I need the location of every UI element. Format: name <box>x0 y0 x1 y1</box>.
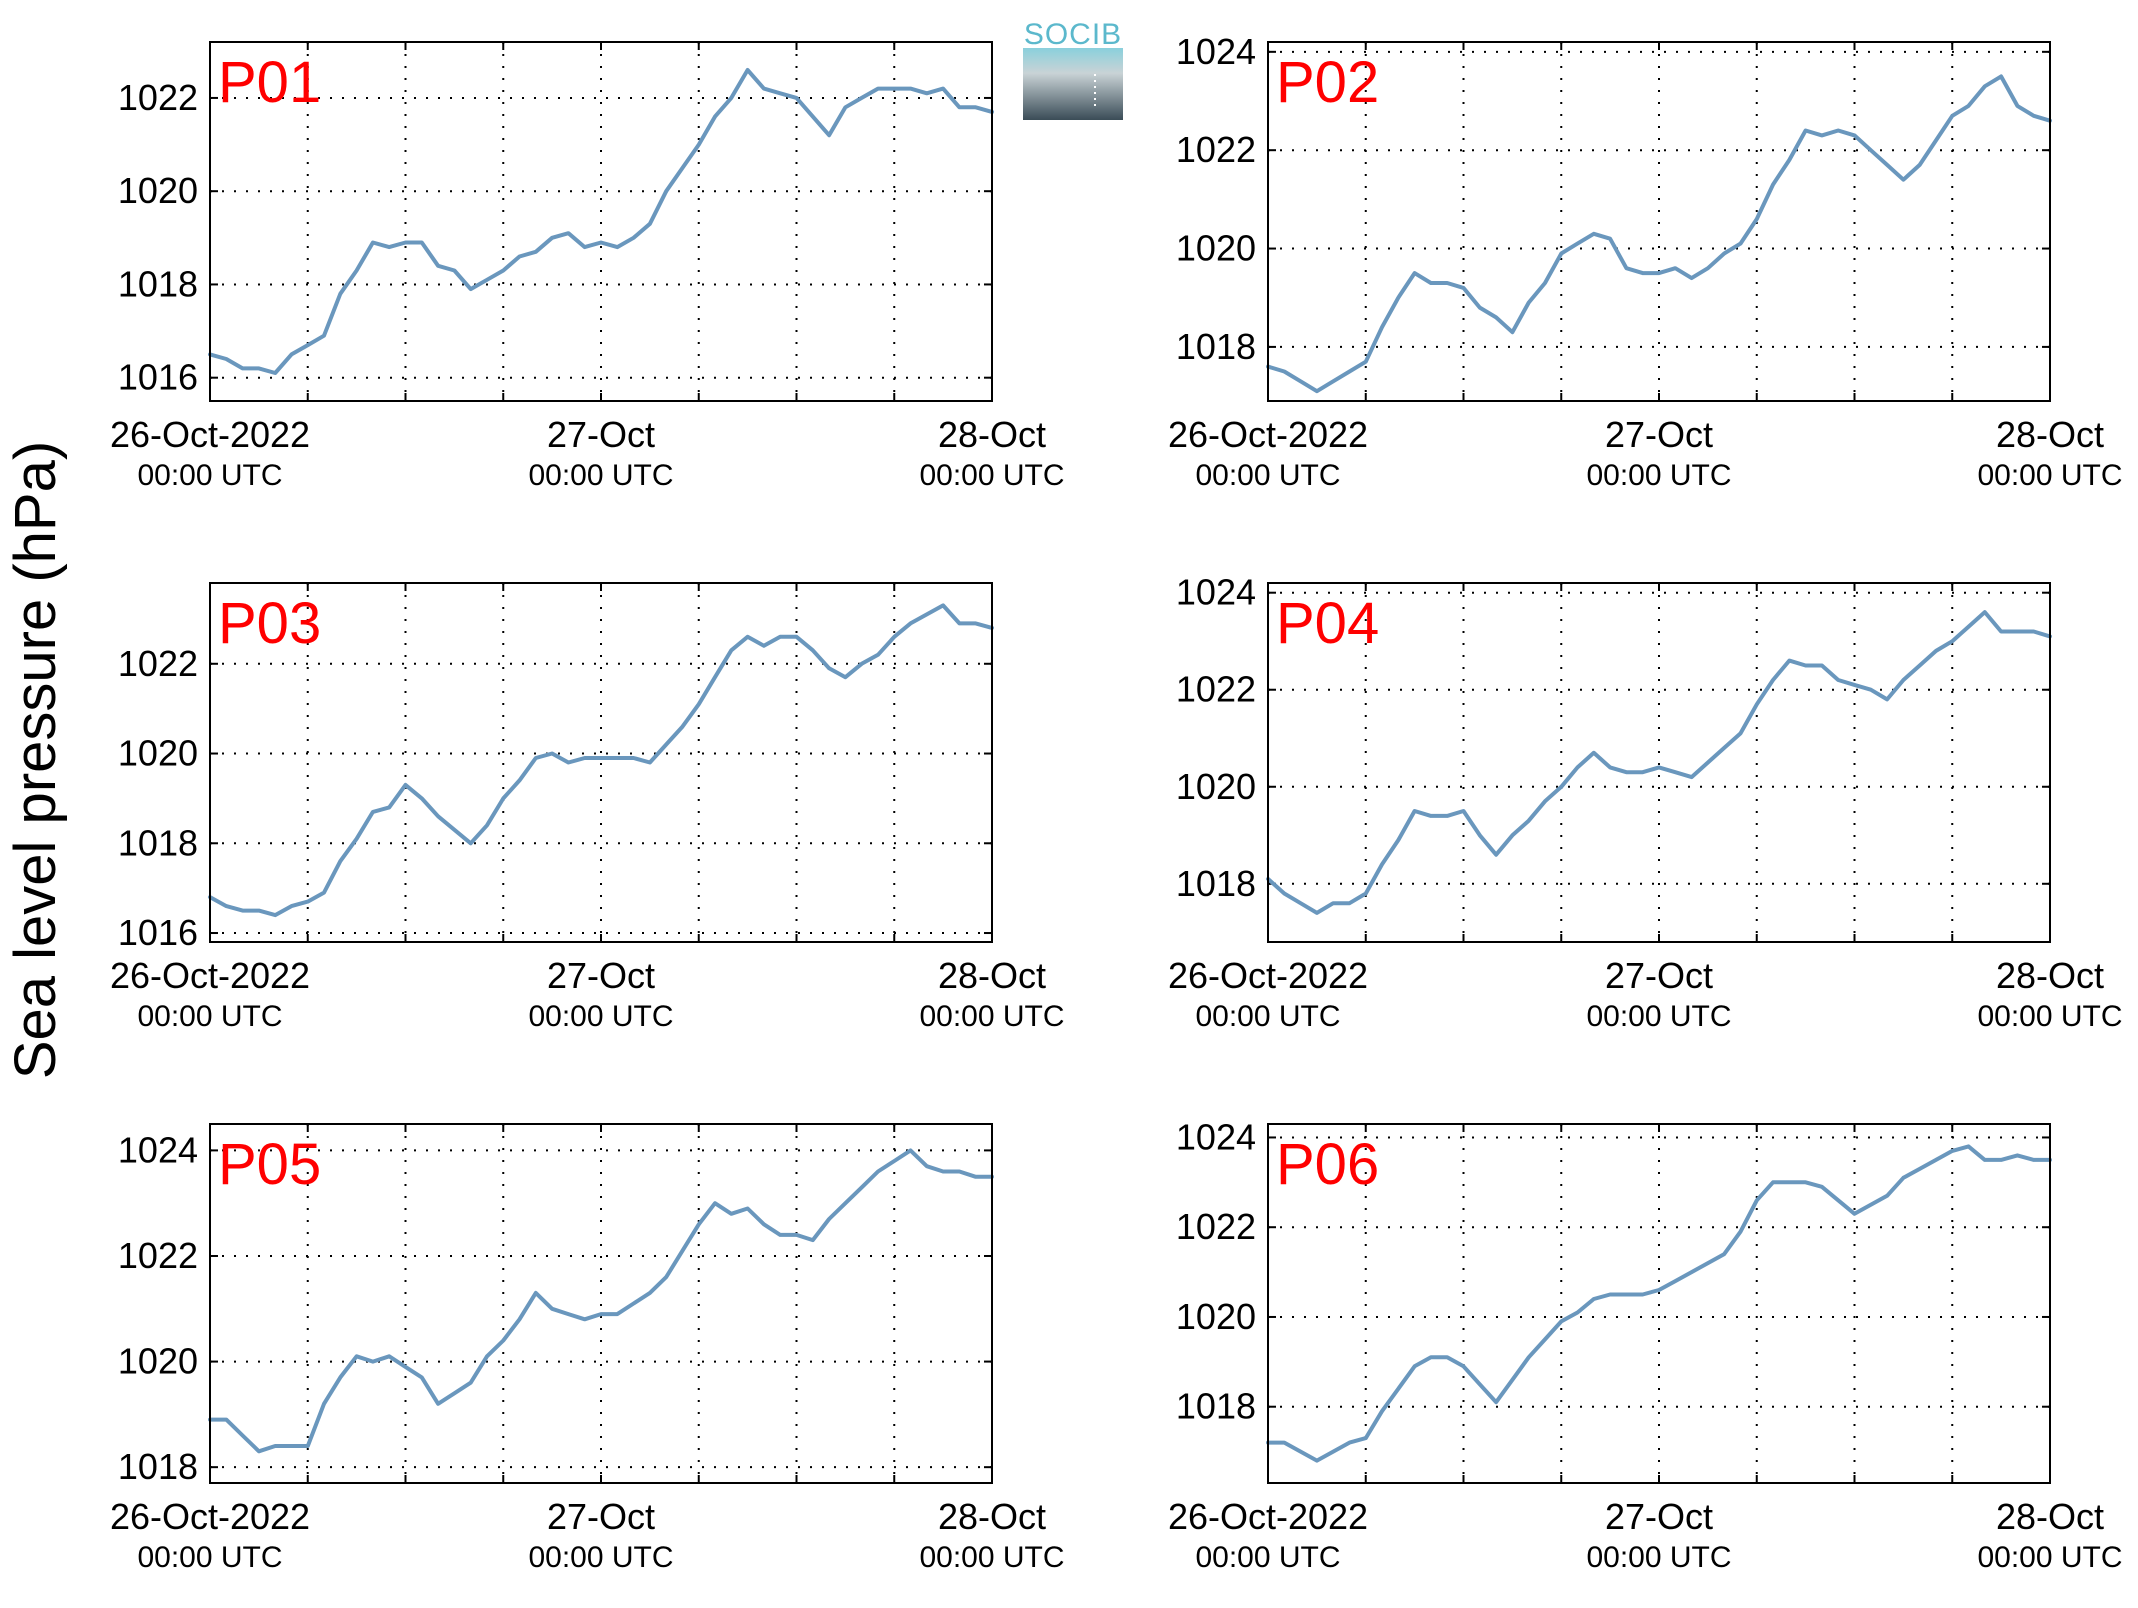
x-tick-label-time: 00:00 UTC <box>137 1541 282 1574</box>
x-tick-label-date: 27-Oct <box>1605 1496 1713 1537</box>
y-tick-label: 1024 <box>118 1129 198 1170</box>
y-tick-label: 1022 <box>118 643 198 684</box>
y-tick-label: 1018 <box>118 263 198 304</box>
y-tick-label: 1022 <box>1176 669 1256 710</box>
x-tick-label-time: 00:00 UTC <box>1977 459 2122 492</box>
x-tick-label-time: 00:00 UTC <box>528 459 673 492</box>
series-line-p05 <box>208 1148 994 1454</box>
y-tick-label: 1016 <box>118 912 198 953</box>
x-tick-label-time: 00:00 UTC <box>1977 1000 2122 1033</box>
x-tick-label-date: 26-Oct-2022 <box>110 1496 310 1537</box>
axes-frame <box>1267 582 2051 943</box>
series-line-p01 <box>208 68 994 375</box>
axes-frame <box>1267 1123 2051 1484</box>
y-tick-label: 1020 <box>1176 1296 1256 1337</box>
x-tick-label-date: 28-Oct <box>1996 955 2104 996</box>
y-tick-label: 1020 <box>118 1341 198 1382</box>
series-line-p03 <box>208 603 994 918</box>
panel-title: P06 <box>1276 1132 1379 1197</box>
series-line-p04 <box>1266 610 2052 915</box>
logo-text: SOCIB <box>1024 18 1122 51</box>
x-tick-label-date: 27-Oct <box>547 955 655 996</box>
x-tick-label-date: 28-Oct <box>938 414 1046 455</box>
x-tick-label-time: 00:00 UTC <box>1586 459 1731 492</box>
x-tick-label-time: 00:00 UTC <box>919 1541 1064 1574</box>
x-tick-label-time: 00:00 UTC <box>137 1000 282 1033</box>
y-tick-label: 1022 <box>1176 1206 1256 1247</box>
panel-title: P03 <box>218 591 321 656</box>
axes-frame <box>209 582 993 943</box>
x-tick-label-time: 00:00 UTC <box>1586 1000 1731 1033</box>
panel-title: P04 <box>1276 591 1379 656</box>
x-tick-label-date: 28-Oct <box>1996 1496 2104 1537</box>
x-tick-label-time: 00:00 UTC <box>1586 1541 1731 1574</box>
x-tick-label-date: 27-Oct <box>1605 955 1713 996</box>
x-tick-label-time: 00:00 UTC <box>919 1000 1064 1033</box>
series-line-p06 <box>1266 1144 2052 1463</box>
panel-title: P05 <box>218 1132 321 1197</box>
x-tick-label-date: 28-Oct <box>938 1496 1046 1537</box>
y-tick-label: 1020 <box>1176 228 1256 269</box>
axes-frame <box>209 1123 993 1484</box>
y-tick-label: 1018 <box>118 822 198 863</box>
y-tick-label: 1018 <box>1176 863 1256 904</box>
y-tick-label: 1024 <box>1176 31 1256 72</box>
panel-p05: 1018 1020 1022 1024 26-Oct-2022 00:00 UTC 27-O… <box>110 1123 1065 1574</box>
x-tick-label-date: 27-Oct <box>547 1496 655 1537</box>
y-tick-label: 1024 <box>1176 572 1256 613</box>
x-tick-label-time: 00:00 UTC <box>528 1541 673 1574</box>
x-tick-label-time: 00:00 UTC <box>1195 1541 1340 1574</box>
y-tick-label: 1018 <box>1176 326 1256 367</box>
x-tick-label-time: 00:00 UTC <box>1195 459 1340 492</box>
y-tick-label: 1022 <box>118 1235 198 1276</box>
y-axis-label: Sea level pressure (hPa) <box>3 441 68 1079</box>
panel-p03: 1016 1018 1020 1022 26-Oct-2022 00:00 UTC 27-O… <box>110 582 1065 1033</box>
x-tick-label-time: 00:00 UTC <box>1195 1000 1340 1033</box>
x-tick-label-date: 26-Oct-2022 <box>1168 414 1368 455</box>
panel-title: P02 <box>1276 50 1379 115</box>
x-tick-label-time: 00:00 UTC <box>528 1000 673 1033</box>
x-tick-label-date: 28-Oct <box>1996 414 2104 455</box>
y-tick-label: 1020 <box>118 170 198 211</box>
y-tick-label: 1022 <box>118 77 198 118</box>
logo-gradient-block <box>1023 48 1123 120</box>
panel-p06: 1018 1020 1022 1024 26-Oct-2022 00:00 UTC 27-O… <box>1168 1116 2123 1574</box>
x-tick-label-date: 27-Oct <box>547 414 655 455</box>
x-tick-label-date: 26-Oct-2022 <box>110 955 310 996</box>
x-tick-label-time: 00:00 UTC <box>919 459 1064 492</box>
axes-frame <box>1267 41 2051 402</box>
panel-p04: 1018 1020 1022 1024 26-Oct-2022 00:00 UTC 27-O… <box>1168 572 2123 1033</box>
y-tick-label: 1020 <box>1176 766 1256 807</box>
y-tick-label: 1020 <box>118 733 198 774</box>
y-tick-label: 1018 <box>1176 1386 1256 1427</box>
socib-logo: SOCIB <box>1023 18 1123 120</box>
x-tick-label-date: 26-Oct-2022 <box>1168 1496 1368 1537</box>
panel-title: P01 <box>218 50 321 115</box>
y-tick-label: 1016 <box>118 357 198 398</box>
x-tick-label-time: 00:00 UTC <box>1977 1541 2122 1574</box>
axes-frame <box>209 41 993 402</box>
x-tick-label-date: 26-Oct-2022 <box>1168 955 1368 996</box>
series-line-p02 <box>1266 74 2052 394</box>
x-tick-label-date: 27-Oct <box>1605 414 1713 455</box>
panel-p02: 1018 1020 1022 1024 26-Oct-2022 00:00 UTC 27-O… <box>1168 31 2123 492</box>
x-tick-label-time: 00:00 UTC <box>137 459 282 492</box>
y-tick-label: 1022 <box>1176 129 1256 170</box>
x-tick-label-date: 26-Oct-2022 <box>110 414 310 455</box>
x-tick-label-date: 28-Oct <box>938 955 1046 996</box>
y-tick-label: 1018 <box>118 1446 198 1487</box>
panel-p01: 1016 1018 1020 1022 26-Oct-2022 00:00 UTC 27-O… <box>110 41 1065 492</box>
y-tick-label: 1024 <box>1176 1116 1256 1157</box>
